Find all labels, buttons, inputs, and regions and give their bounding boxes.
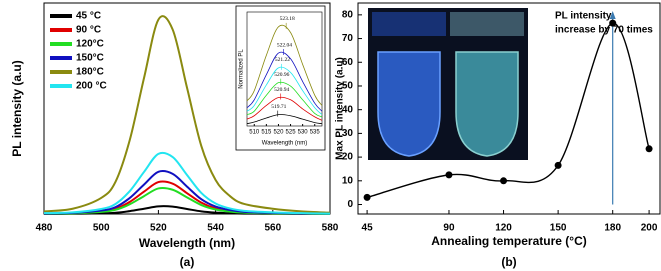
marker <box>500 177 508 185</box>
y-tick-label: 40 <box>342 104 354 115</box>
y-tick-label: 20 <box>342 152 354 163</box>
plot-frame <box>246 11 323 127</box>
inset-frame <box>235 5 326 151</box>
photo-banner <box>372 12 446 36</box>
photo-banner <box>450 12 524 36</box>
peak-label: 520.96 <box>274 72 289 78</box>
legend-label: 90 °C <box>76 25 101 36</box>
x-tick-label: 480 <box>36 223 53 234</box>
peak-label: 523.18 <box>280 16 295 22</box>
series-line <box>43 15 331 214</box>
photo-crest <box>377 51 441 157</box>
series-line <box>43 151 331 215</box>
legend-label: 150°C <box>76 53 104 64</box>
arrow-head <box>609 11 616 19</box>
x-axis-title: Wavelength (nm) <box>262 141 307 147</box>
y-axis-title: PL intensity (a.u) <box>10 60 24 156</box>
series-line <box>246 114 323 125</box>
x-tick-label: 200 <box>641 223 658 234</box>
x-tick-label: 515 <box>261 130 272 136</box>
x-axis-title: Annealing temperature (°C) <box>431 234 586 248</box>
y-tick-label: 10 <box>342 175 354 186</box>
y-tick-label: 30 <box>342 128 354 139</box>
x-tick-label: 510 <box>249 130 260 136</box>
y-axis-title: Normalized PL <box>239 49 245 89</box>
y-tick-label: 0 <box>347 199 353 210</box>
y-axis-title: Max PL intensity (a.u) <box>335 57 346 160</box>
annotation: increase by 70 times <box>555 25 653 36</box>
x-tick-label: 120 <box>495 223 512 234</box>
x-tick-label: 520 <box>150 223 167 234</box>
peak-label: 519.71 <box>271 104 286 110</box>
legend-label: 45 °C <box>76 11 101 22</box>
marker <box>645 145 653 153</box>
x-tick-label: 180 <box>604 223 621 234</box>
photo-crest <box>455 51 519 157</box>
x-tick-label: 560 <box>264 223 281 234</box>
annotation: PL intensity <box>555 11 612 22</box>
peak-label: 521.22 <box>275 57 290 63</box>
series-line <box>246 24 323 106</box>
x-tick-label: 520 <box>273 130 284 136</box>
series-line <box>246 51 323 112</box>
legend-label: 120°C <box>76 39 104 50</box>
series-line <box>246 96 323 121</box>
marker <box>609 19 617 27</box>
series-line <box>366 22 650 199</box>
y-tick-label: 70 <box>342 33 354 44</box>
x-tick-label: 580 <box>322 223 339 234</box>
y-tick-label: 60 <box>342 57 354 68</box>
marker <box>445 171 453 179</box>
panel-label: (b) <box>501 255 516 269</box>
panel-label: (a) <box>180 255 195 269</box>
legend-label: 200 °C <box>76 81 107 92</box>
plot-frame <box>43 2 331 215</box>
x-axis-title: Wavelength (nm) <box>139 236 235 250</box>
x-tick-label: 525 <box>286 130 297 136</box>
x-tick-label: 535 <box>310 130 321 136</box>
marker <box>554 161 562 169</box>
x-tick-label: 540 <box>207 223 224 234</box>
legend-label: 180°C <box>76 67 104 78</box>
x-tick-label: 45 <box>362 223 374 234</box>
plot-frame <box>357 2 661 215</box>
peak-label: 520.94 <box>274 87 289 93</box>
x-tick-label: 90 <box>443 223 455 234</box>
series-line <box>246 66 323 115</box>
peak-label: 522.04 <box>277 42 292 48</box>
x-tick-label: 500 <box>93 223 110 234</box>
x-tick-label: 150 <box>550 223 567 234</box>
series-line <box>246 81 323 118</box>
y-tick-label: 80 <box>342 9 354 20</box>
x-tick-label: 530 <box>298 130 309 136</box>
marker <box>363 193 371 201</box>
y-tick-label: 50 <box>342 81 354 92</box>
